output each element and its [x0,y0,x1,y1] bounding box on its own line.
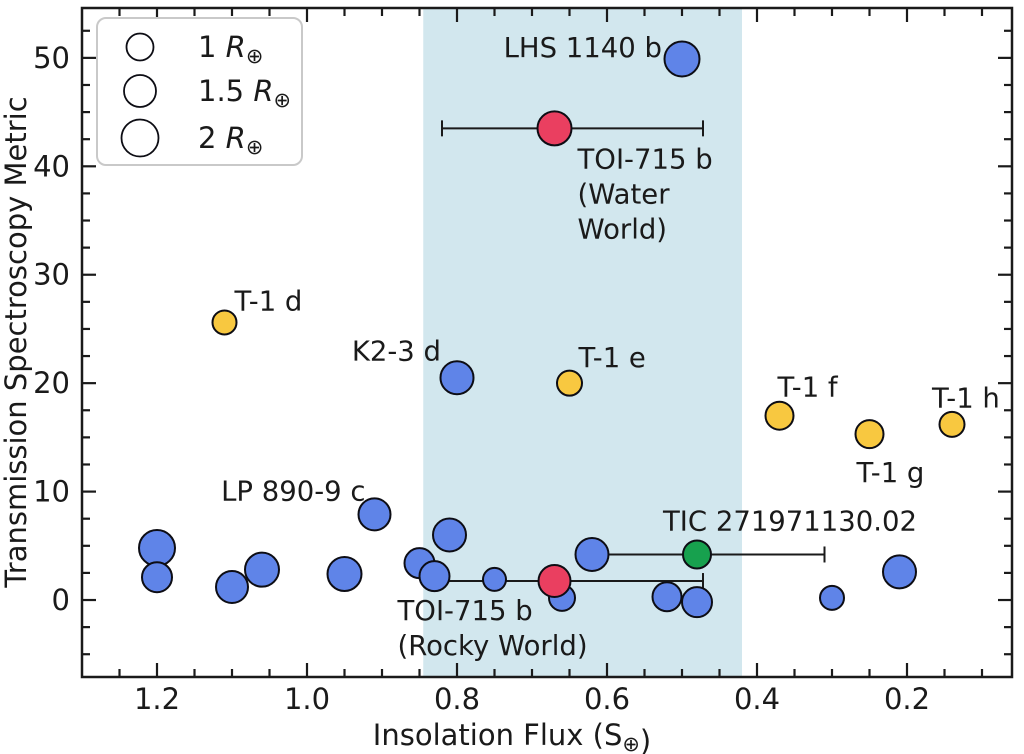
point-blue-3 [215,570,249,605]
point-blue-14 [819,584,845,611]
point-blue-1 [138,528,176,567]
point-blue-9 [482,566,507,592]
point-blue-5 [326,555,363,592]
point-blue-12 [651,581,683,613]
legend-circle-1.5-R- [123,74,157,108]
point-t1e-label: T-1 e [578,342,646,374]
point-t1h-label: T-1 h [931,382,1000,414]
tick-layer [82,8,1012,677]
point-blue-7 [418,560,451,593]
point-blue-15 [882,554,917,590]
point-t1f-label: T-1 f [777,372,839,404]
tick-label-layer: 1.2 1.0 0.8 0.6 0.4 0.2 0 10 20 30 40 50 [33,41,930,716]
point-toi-715b-water-label: (Water [578,178,671,210]
point-t1d [211,309,238,336]
point-blue-13 [681,586,713,619]
point-k2-3d-label: K2-3 d [352,336,441,368]
point-t1g [854,419,885,450]
x-axis-label: Insolation Flux (S⊕) [373,718,651,754]
point-lhs-1140b [663,40,701,78]
legend-label: 2 R⊕ [198,121,263,159]
point-lp890-9c [357,497,392,532]
point-toi-715b-rocky-label: (Rocky World) [398,630,588,662]
point-blue-11 [574,536,610,572]
point-blue-4 [244,551,280,588]
y-axis-label: Transmission Spectroscopy Metric [0,96,33,588]
marker-layer [138,40,966,619]
x-tick-label: 0.8 [434,682,480,716]
x-tick-label: 1.2 [134,682,180,716]
x-tick-label: 0.6 [584,682,630,716]
point-k2-3d [439,360,475,396]
point-tic-271971130-02-label: TIC 271971130.02 [662,505,917,537]
x-tick-label: 0.4 [734,682,780,716]
point-toi-715b-rocky-label: TOI-715 b [397,595,533,627]
y-tick-label: 20 [33,366,70,400]
point-lp890-9c-label: LP 890-9 c [221,475,365,507]
point-lhs-1140b-label: LHS 1140 b [504,32,662,64]
legend-label: 1.5 R⊕ [198,74,291,112]
legend-circle-1-R- [125,32,155,62]
point-toi-715b-water [536,110,573,147]
point-toi-715b-rocky [537,564,572,599]
plot-spines [80,6,1014,679]
point-tic-271971130-02 [682,539,712,570]
point-t1g-label: T-1 g [856,457,925,489]
point-t1d-label: T-1 d [234,285,303,317]
point-t1f [764,400,795,431]
y-tick-label: 30 [33,258,70,292]
y-tick-label: 50 [33,41,70,75]
point-t1h [938,410,966,438]
point-blue-8 [432,517,467,553]
point-blue-2 [141,561,173,594]
x-tick-label: 1.0 [284,682,330,716]
x-tick-label: 0.2 [884,682,930,716]
legend-circle-2-R- [120,118,160,158]
legend-label: 1 R⊕ [198,30,263,68]
annotation-layer: T-1 d LP 890-9 c K2-3 d T-1 e LHS 1140 b T-1 … [221,32,1000,662]
y-tick-label: 10 [33,475,70,509]
point-t1e [556,369,583,397]
y-tick-label: 40 [33,149,70,183]
point-toi-715b-water-label: TOI-715 b [577,143,713,175]
y-tick-label: 0 [52,583,70,617]
point-toi-715b-water-label: World) [578,213,668,245]
